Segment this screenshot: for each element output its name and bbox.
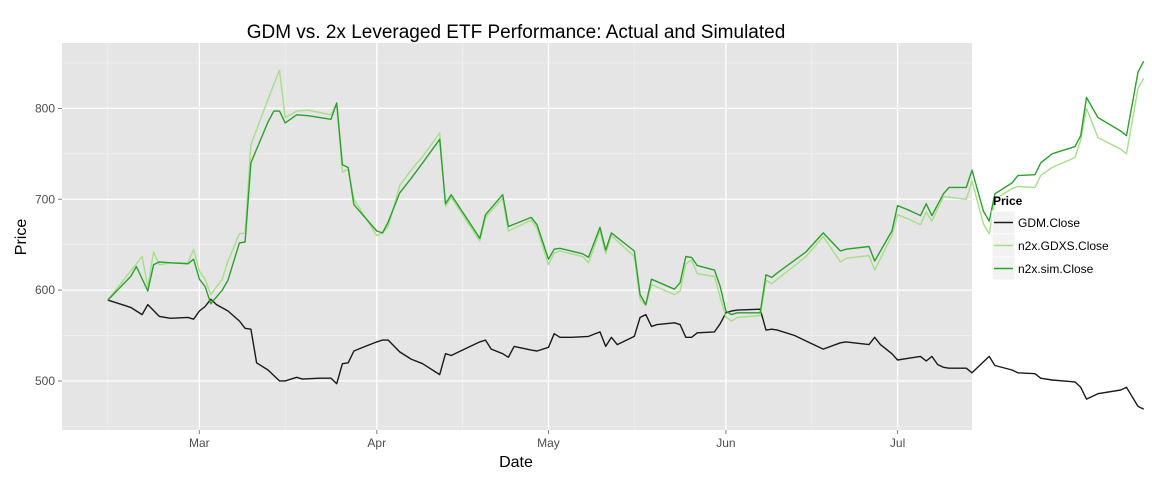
x-tick-label: Mar — [189, 436, 210, 450]
legend-item-n2x-sim-close: n2x.sim.Close — [991, 256, 1094, 281]
x-tick-label: Apr — [367, 436, 386, 450]
y-tick-label: 700 — [35, 192, 55, 206]
series-line-n2x-sim-close — [107, 60, 1145, 316]
y-axis-label: Price — [13, 219, 30, 256]
legend-item-n2x-gdxs-close: n2x.GDXS.Close — [991, 233, 1109, 258]
legend: Price GDM.Close n2x.GDXS.Close n2x.sim.Clo… — [991, 194, 1109, 281]
legend-items: GDM.Close n2x.GDXS.Close n2x.sim.Close — [991, 210, 1109, 281]
y-axis: 500 600 700 800 — [35, 101, 62, 388]
y-tick-label: 600 — [35, 283, 55, 297]
x-axis: Mar Apr May Jun Jul — [189, 430, 905, 450]
x-tick-label: Jun — [716, 436, 735, 450]
plot-panel — [62, 43, 972, 430]
series-line-gdm-close — [107, 298, 1144, 410]
x-axis-label: Date — [499, 454, 533, 471]
series-layer — [107, 60, 1145, 410]
y-tick-label: 800 — [35, 101, 55, 115]
x-tick-label: May — [537, 436, 560, 450]
legend-title: Price — [993, 194, 1023, 208]
legend-label: GDM.Close — [1018, 216, 1080, 230]
y-tick-label: 500 — [35, 374, 55, 388]
legend-label: n2x.GDXS.Close — [1018, 239, 1109, 253]
legend-item-gdm-close: GDM.Close — [991, 210, 1080, 235]
series-line-n2x-gdxs-close — [107, 69, 1145, 322]
chart-title: GDM vs. 2x Leveraged ETF Performance: Ac… — [247, 22, 786, 43]
minor-gridlines — [62, 43, 972, 430]
x-tick-label: Jul — [890, 436, 905, 450]
legend-label: n2x.sim.Close — [1018, 262, 1094, 276]
